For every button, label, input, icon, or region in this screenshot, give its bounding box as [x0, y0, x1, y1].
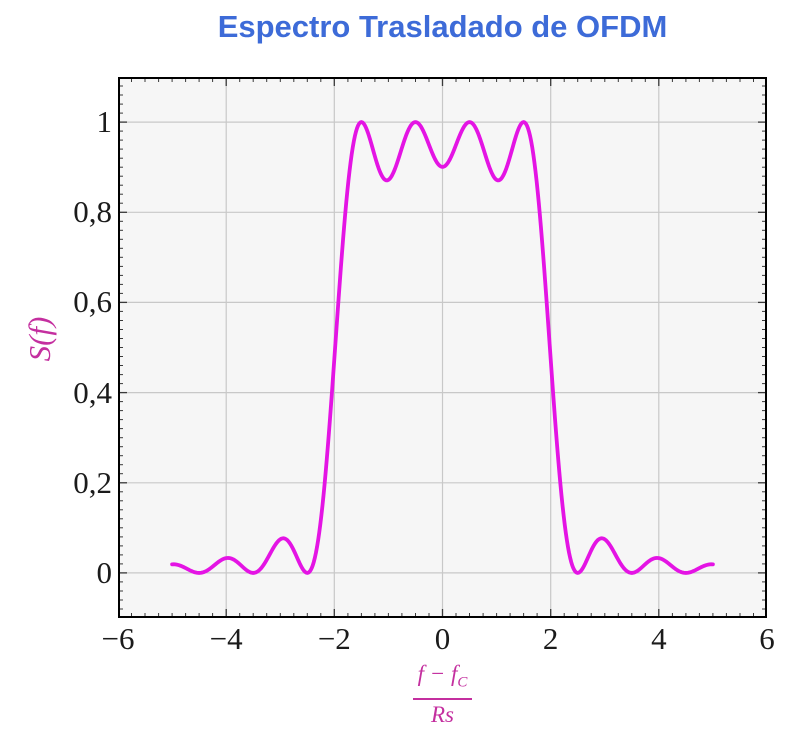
plot-area	[118, 77, 767, 618]
x-tick-label: 4	[651, 621, 667, 656]
ofdm-spectrum-curve	[170, 120, 715, 575]
y-tick-label: 0,2	[73, 464, 112, 500]
x-axis-label-fraction: f − fC Rs	[412, 660, 473, 728]
x-axis-label: f − fC Rs	[118, 660, 767, 728]
y-tick-label: 0,6	[73, 284, 112, 320]
y-tick-label: 0,4	[73, 374, 112, 410]
x-axis-label-denominator: Rs	[430, 701, 454, 727]
x-tick-label: −6	[101, 621, 135, 656]
y-tick-label: 0,8	[73, 194, 112, 230]
y-axis-label: S(f)	[19, 277, 61, 401]
x-axis-label-numerator-subscript: C	[457, 674, 468, 691]
y-axis-label-text: S(f)	[22, 316, 57, 362]
x-tick-label: −2	[317, 621, 351, 656]
chart-title: Espectro Trasladado de OFDM	[217, 9, 668, 44]
x-tick-label: 0	[434, 621, 451, 656]
y-tick-label: 1	[96, 104, 113, 140]
spectrum-plot-svg	[118, 77, 767, 618]
x-axis-label-numerator: f − fC	[412, 660, 473, 700]
x-tick-label: 6	[759, 621, 775, 656]
x-tick-label: 2	[542, 621, 559, 656]
y-tick-label: 0	[96, 554, 113, 590]
x-tick-label: −4	[209, 621, 243, 656]
